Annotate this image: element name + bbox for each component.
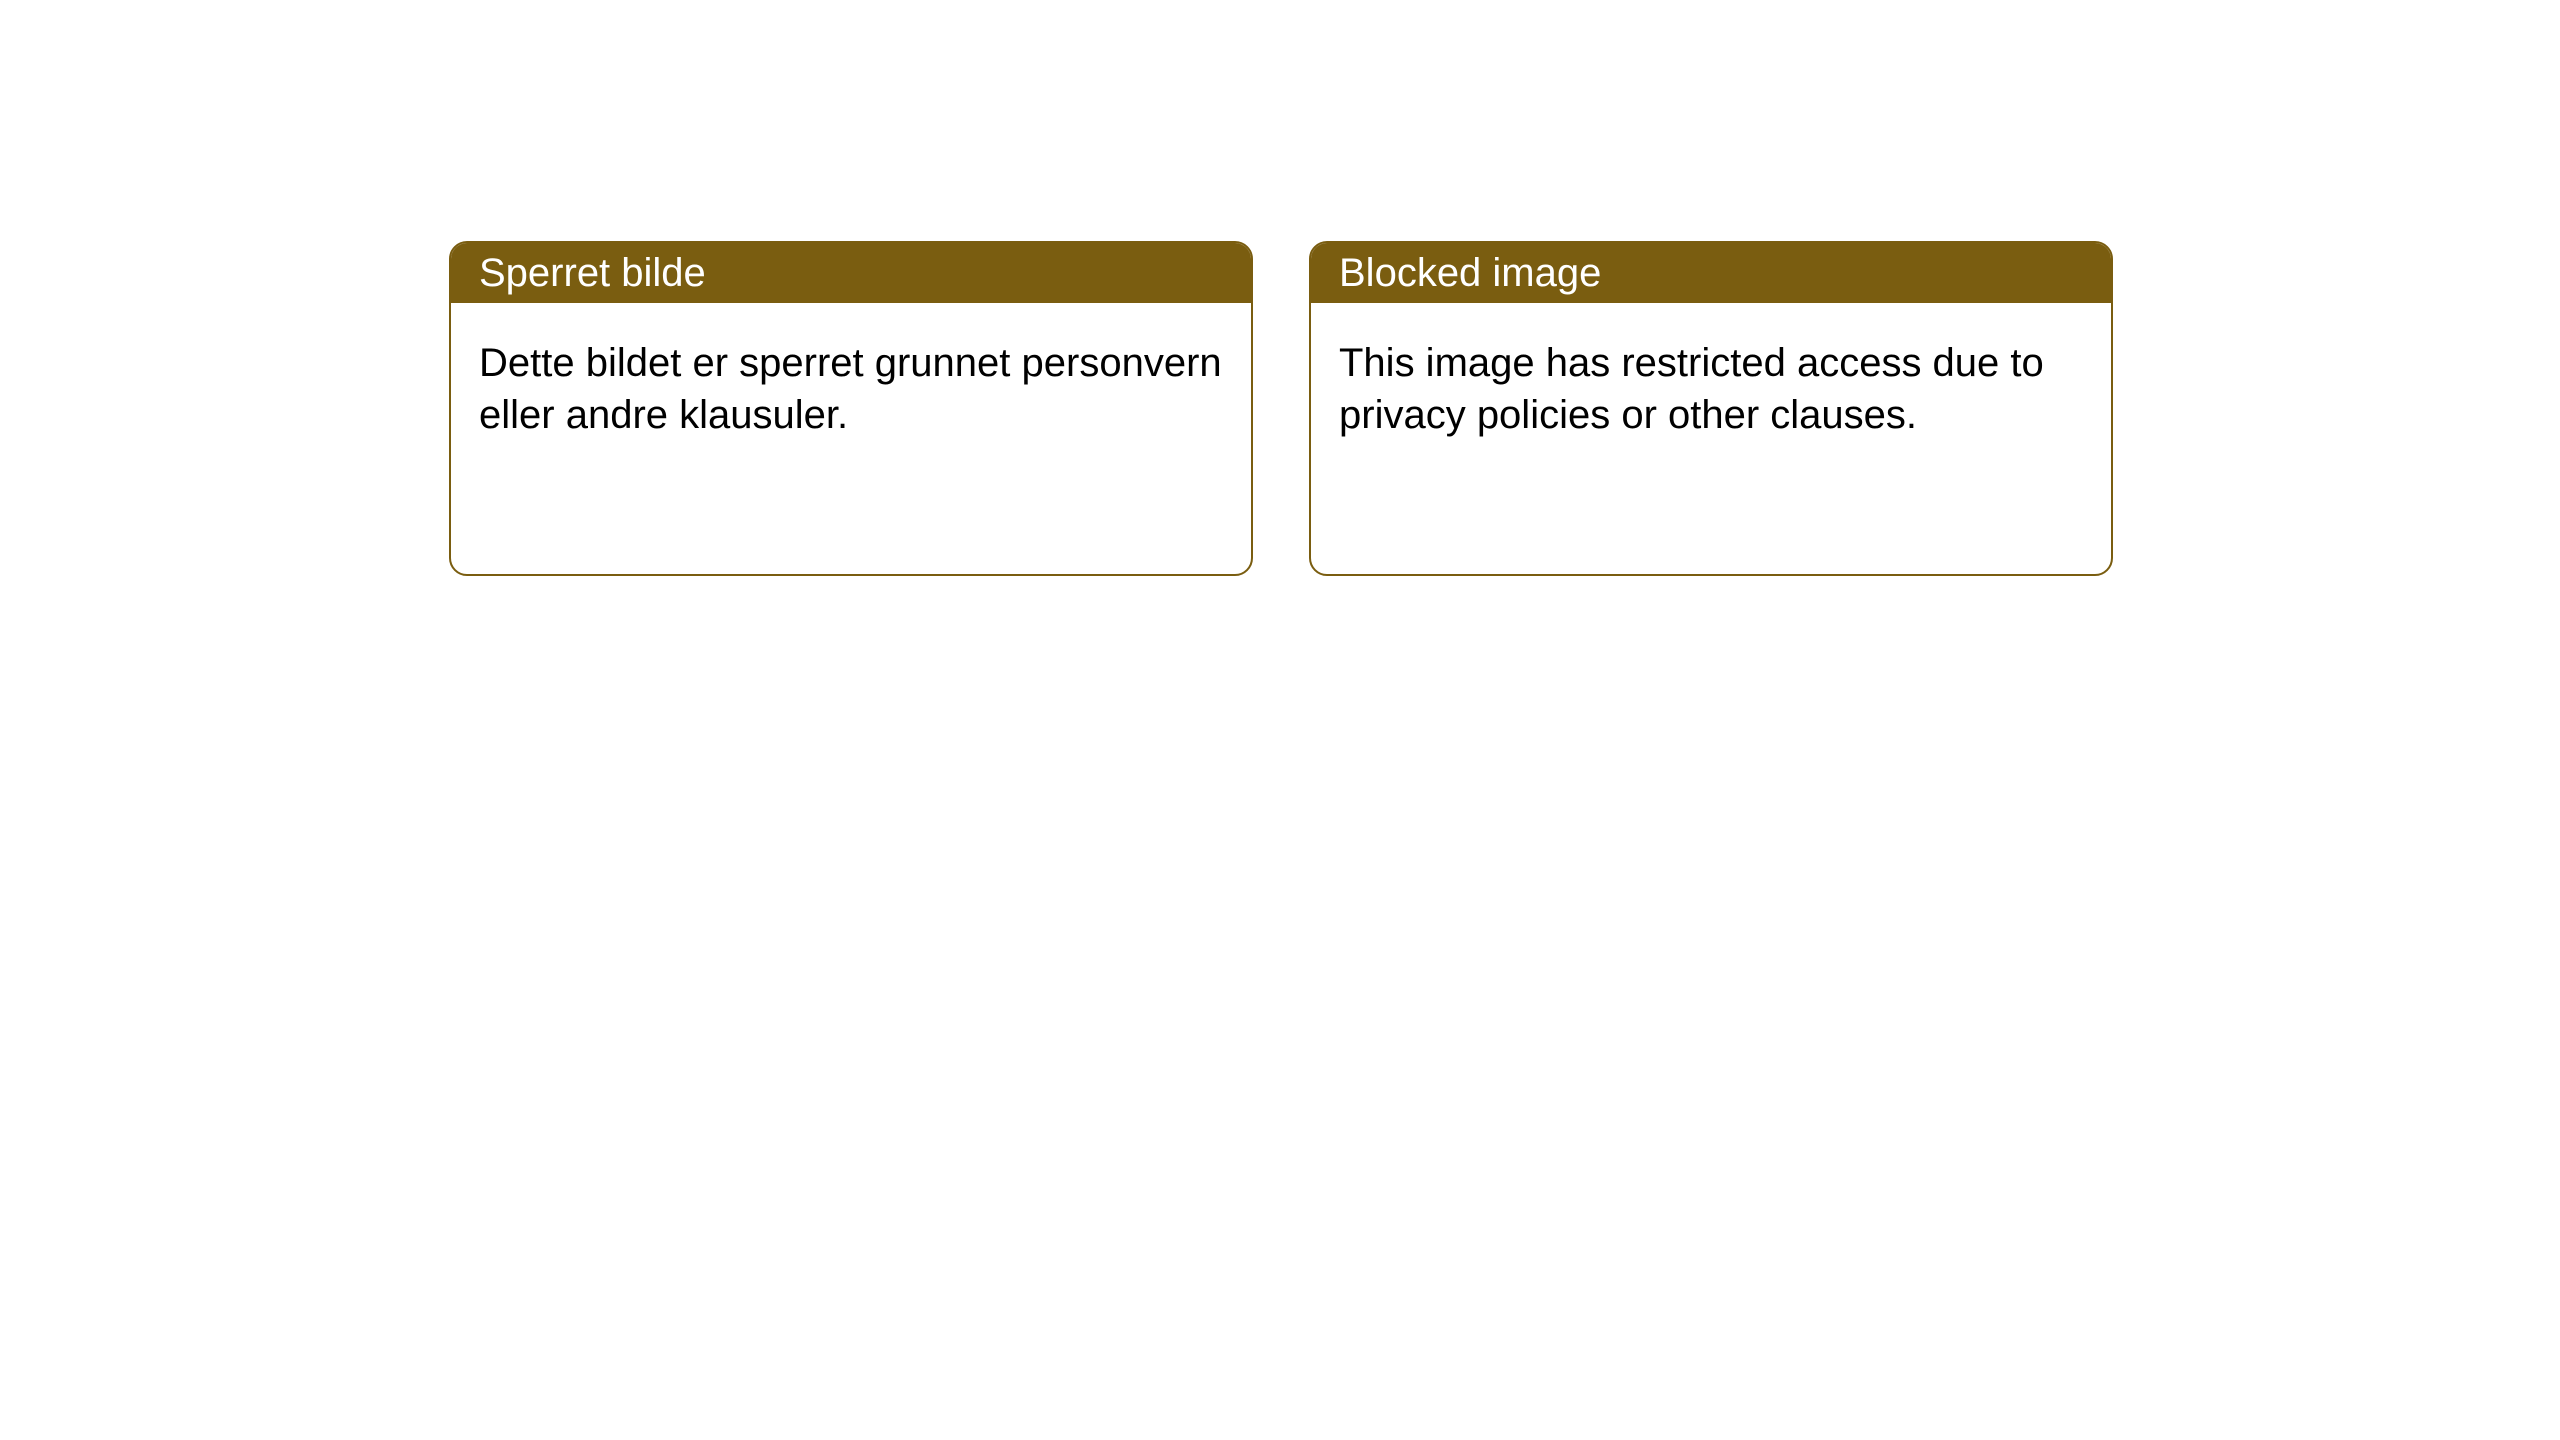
notice-card-english: Blocked image This image has restricted …: [1309, 241, 2113, 576]
notice-body: This image has restricted access due to …: [1311, 303, 2111, 475]
notice-body: Dette bildet er sperret grunnet personve…: [451, 303, 1251, 475]
notice-card-norwegian: Sperret bilde Dette bildet er sperret gr…: [449, 241, 1253, 576]
notice-body-text: This image has restricted access due to …: [1339, 341, 2044, 437]
notice-header-text: Blocked image: [1339, 251, 1601, 296]
notice-body-text: Dette bildet er sperret grunnet personve…: [479, 341, 1222, 437]
notice-header: Sperret bilde: [451, 243, 1251, 303]
notice-container: Sperret bilde Dette bildet er sperret gr…: [0, 0, 2560, 576]
notice-header-text: Sperret bilde: [479, 251, 706, 296]
notice-header: Blocked image: [1311, 243, 2111, 303]
